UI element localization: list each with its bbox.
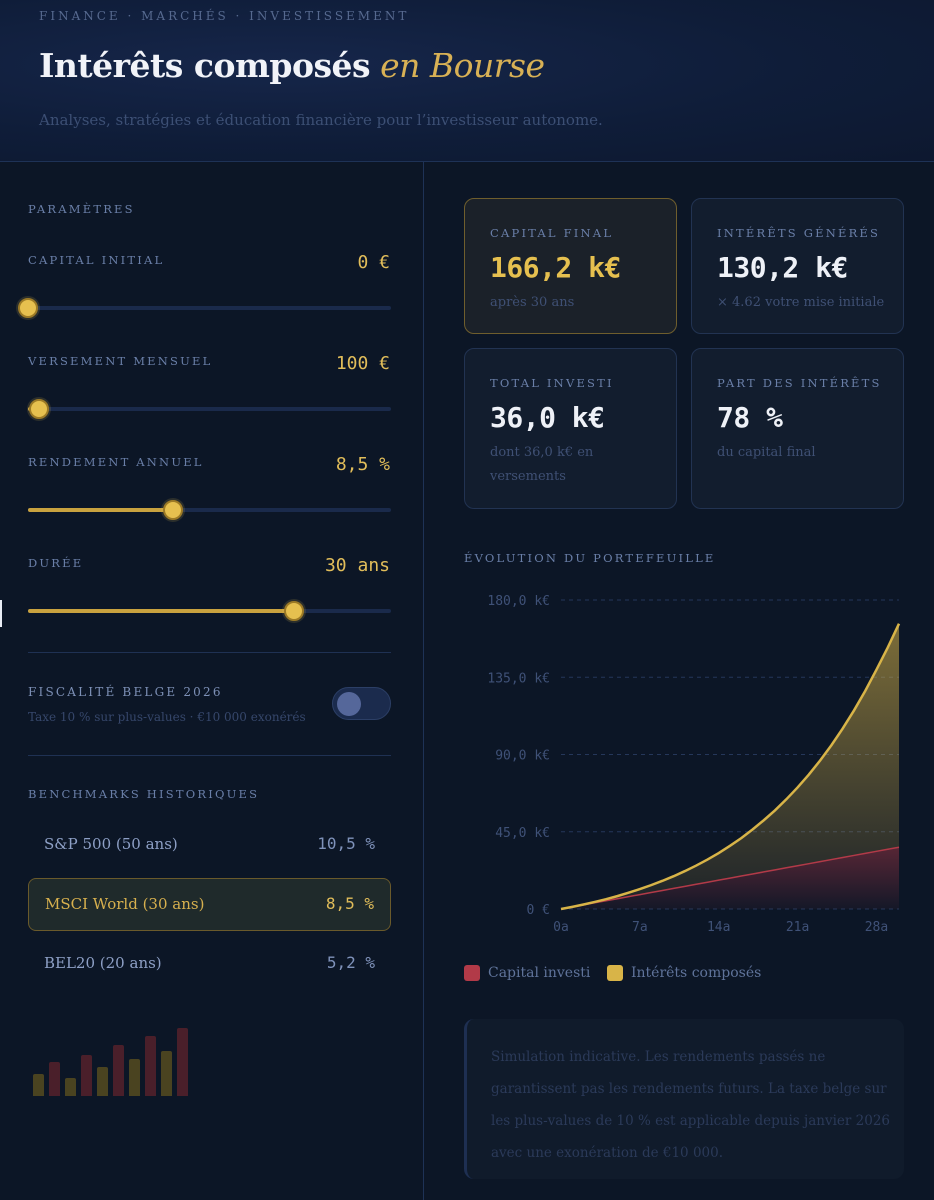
card-sub: après 30 ans <box>490 295 575 310</box>
tax-toggle-knob <box>337 692 361 716</box>
duration-slider-fill <box>28 609 295 613</box>
mini-bar <box>81 1055 92 1096</box>
monthly-label: VERSEMENT MENSUEL <box>28 354 213 368</box>
monthly-slider[interactable] <box>28 399 391 419</box>
card-label: TOTAL INVESTI <box>490 376 614 390</box>
mini-bar <box>97 1067 108 1096</box>
card-value: 166,2 k€ <box>490 251 621 284</box>
tax-note: Taxe 10 % sur plus-values · €10 000 exon… <box>28 710 306 724</box>
duration-slider[interactable] <box>28 601 391 621</box>
legend-label: Intérêts composés <box>631 965 762 981</box>
rate-slider[interactable] <box>28 500 391 520</box>
y-tick-label: 0 € <box>527 903 550 918</box>
section-divider <box>28 755 391 756</box>
disclaimer-text: Simulation indicative. Les rendements pa… <box>491 1049 890 1161</box>
rate-slider-fill <box>28 508 174 512</box>
card-final-capital: CAPITAL FINAL 166,2 k€ après 30 ans <box>464 198 677 334</box>
monthly-slider-thumb[interactable] <box>28 399 49 419</box>
benchmark-name: BEL20 (20 ans) <box>44 954 162 972</box>
benchmark-value: 8,5 % <box>325 894 374 913</box>
page-title: Intérêts composés en Bourse <box>39 46 545 85</box>
card-label: PART DES INTÉRÊTS <box>717 376 882 390</box>
mini-bar <box>33 1073 44 1096</box>
scroll-edge-marker <box>0 600 2 627</box>
card-sub: du capital final <box>717 445 816 460</box>
total-line <box>560 623 901 911</box>
x-tick-label: 0a <box>553 920 569 935</box>
portfolio-chart: 0 € 45,0 k€ 90,0 k€ 135,0 k€ 180,0 k€ 0a 7a 14a… <box>487 594 901 935</box>
page-subtitle: Analyses, stratégies et éducation financ… <box>39 111 603 129</box>
invested-line <box>560 846 900 910</box>
benchmark-item[interactable]: MSCI World (30 ans) 8,5 % <box>28 878 391 931</box>
x-tick-label: 7a <box>632 920 648 935</box>
x-tick-label: 21a <box>786 920 809 935</box>
card-interest-share: PART DES INTÉRÊTS 78 % du capital final <box>691 348 904 509</box>
mini-bar <box>145 1036 156 1096</box>
card-label: CAPITAL FINAL <box>490 226 614 240</box>
title-accent: en Bourse <box>380 46 545 85</box>
mini-bar <box>113 1045 124 1096</box>
legend-interest: Intérêts composés <box>607 965 761 981</box>
card-sub: dont 36,0 k€ en versements <box>490 445 594 484</box>
card-sub: × 4.62 votre mise initiale <box>717 295 885 310</box>
benchmarks-section-label: BENCHMARKS HISTORIQUES <box>28 787 260 801</box>
chart-section-label: ÉVOLUTION DU PORTEFEUILLE <box>464 551 716 565</box>
x-tick-label: 28a <box>865 920 888 935</box>
tax-toggle[interactable] <box>332 687 391 720</box>
duration-slider-thumb[interactable] <box>284 601 305 621</box>
benchmark-item[interactable]: S&P 500 (50 ans) 10,5 % <box>28 819 391 872</box>
legend-swatch <box>464 965 480 981</box>
benchmark-name: S&P 500 (50 ans) <box>44 835 178 853</box>
capital-slider[interactable] <box>18 298 391 318</box>
y-tick-label: 135,0 k€ <box>487 671 550 686</box>
duration-label: DURÉE <box>28 556 84 570</box>
header-kicker: FINANCE · MARCHÉS · INVESTISSEMENT <box>39 9 410 23</box>
benchmark-name: MSCI World (30 ans) <box>45 895 205 913</box>
disclaimer-box: Simulation indicative. Les rendements pa… <box>464 1019 904 1179</box>
params-section-label: PARAMÈTRES <box>28 202 135 216</box>
mini-bar <box>129 1058 140 1096</box>
legend-swatch <box>607 965 623 981</box>
mini-bar <box>65 1077 76 1096</box>
mini-bar <box>161 1051 172 1096</box>
y-tick-label: 90,0 k€ <box>495 749 550 764</box>
capital-slider-thumb[interactable] <box>18 298 38 318</box>
tax-label: FISCALITÉ BELGE 2026 <box>28 685 223 699</box>
mini-bar <box>177 1028 188 1096</box>
rate-label: RENDEMENT ANNUEL <box>28 455 204 469</box>
y-tick-label: 45,0 k€ <box>495 826 550 841</box>
mini-bar <box>49 1062 60 1096</box>
legend-invested: Capital investi <box>464 965 590 981</box>
benchmark-mini-chart <box>33 1026 193 1096</box>
card-value: 130,2 k€ <box>717 251 848 284</box>
duration-value: 30 ans <box>324 555 390 576</box>
capital-label: CAPITAL INITIAL <box>28 253 165 267</box>
card-interest: INTÉRÊTS GÉNÉRÉS 130,2 k€ × 4.62 votre m… <box>691 198 904 334</box>
capital-value: 0 € <box>357 252 390 273</box>
rate-value: 8,5 % <box>335 454 390 475</box>
card-label: INTÉRÊTS GÉNÉRÉS <box>717 226 881 240</box>
benchmark-value: 5,2 % <box>326 953 375 972</box>
panel-divider <box>423 162 424 1200</box>
x-tick-label: 14a <box>707 920 730 935</box>
card-total-invested: TOTAL INVESTI 36,0 k€ dont 36,0 k€ en ve… <box>464 348 677 509</box>
page-header: FINANCE · MARCHÉS · INVESTISSEMENT Intér… <box>0 0 934 162</box>
title-main: Intérêts composés <box>39 46 371 85</box>
interest-area <box>561 623 899 909</box>
benchmark-item[interactable]: BEL20 (20 ans) 5,2 % <box>28 938 391 991</box>
legend-label: Capital investi <box>488 965 591 981</box>
rate-slider-thumb[interactable] <box>163 500 184 520</box>
benchmark-value: 10,5 % <box>317 834 375 853</box>
y-tick-label: 180,0 k€ <box>487 594 550 609</box>
monthly-value: 100 € <box>335 353 390 374</box>
card-value: 36,0 k€ <box>490 401 605 434</box>
card-value: 78 % <box>717 401 783 434</box>
section-divider <box>28 652 391 653</box>
